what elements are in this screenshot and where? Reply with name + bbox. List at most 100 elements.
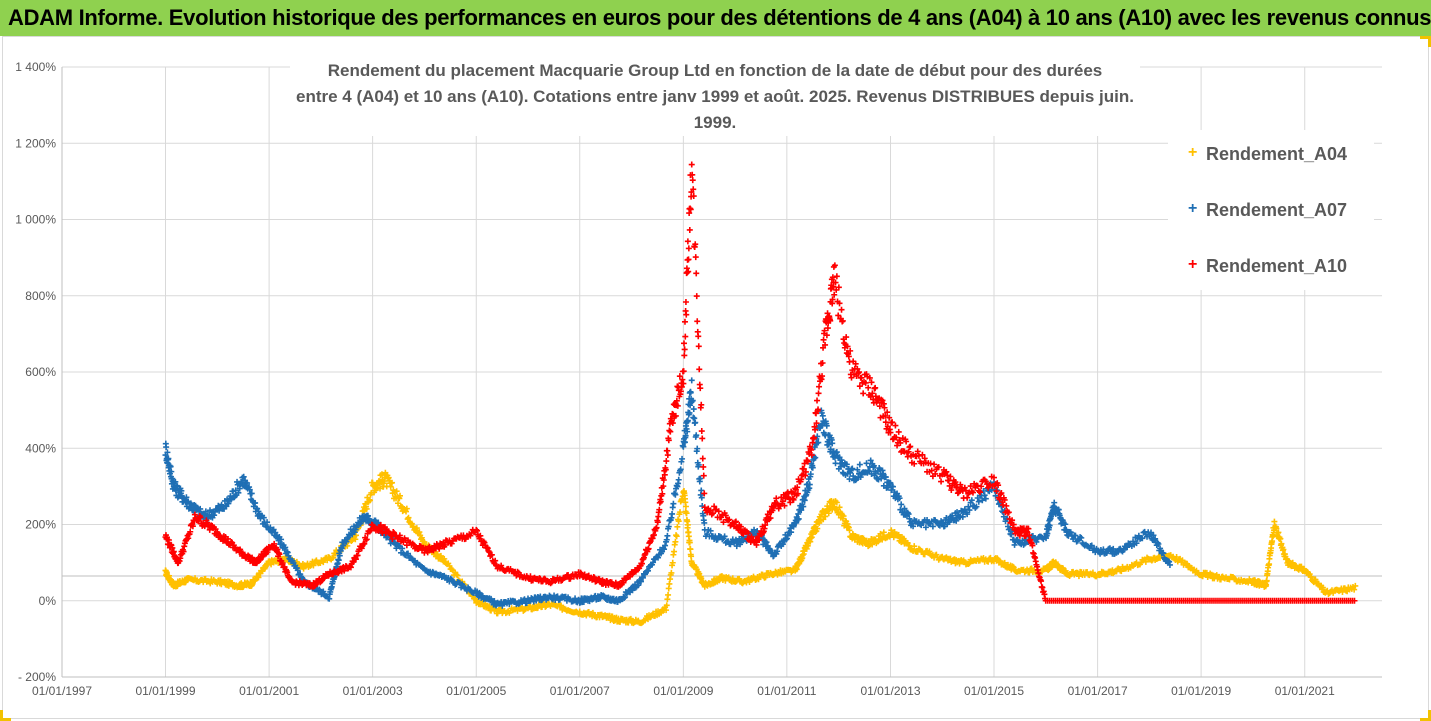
data-point	[165, 455, 172, 462]
data-point	[854, 466, 861, 473]
data-point	[839, 317, 846, 324]
data-point	[808, 452, 815, 459]
data-point	[514, 568, 521, 575]
data-point	[192, 575, 199, 582]
data-point	[225, 535, 232, 542]
data-point	[699, 455, 706, 462]
data-point	[846, 527, 853, 534]
data-point	[442, 541, 449, 548]
data-point	[1001, 559, 1008, 566]
data-point	[924, 516, 931, 523]
data-point	[418, 534, 425, 541]
data-point	[816, 383, 823, 390]
data-point	[189, 523, 196, 530]
data-point	[820, 336, 827, 343]
data-point	[1019, 537, 1026, 544]
data-point	[681, 318, 688, 325]
data-point	[701, 490, 708, 497]
data-point	[686, 226, 693, 233]
data-point	[973, 503, 980, 510]
data-point	[903, 438, 910, 445]
data-point	[1011, 541, 1018, 548]
data-point	[1308, 574, 1315, 581]
data-point	[660, 477, 667, 484]
data-point	[645, 567, 652, 574]
data-point	[664, 452, 671, 459]
data-point	[692, 419, 699, 426]
data-point	[829, 274, 836, 281]
data-point	[756, 537, 763, 544]
series-Rendement_A10	[162, 161, 1358, 604]
data-point	[1130, 538, 1137, 545]
data-point	[174, 483, 181, 490]
data-point	[856, 383, 863, 390]
data-point	[698, 428, 705, 435]
data-point	[1008, 531, 1015, 538]
data-point	[1001, 496, 1008, 503]
data-point	[202, 508, 209, 515]
data-point	[1275, 529, 1282, 536]
data-point	[681, 352, 688, 359]
data-point	[448, 566, 455, 573]
data-point	[686, 539, 693, 546]
data-point	[889, 483, 896, 490]
data-point	[697, 385, 704, 392]
data-point	[473, 526, 480, 533]
data-point	[788, 488, 795, 495]
data-point	[707, 527, 714, 534]
data-point	[932, 470, 939, 477]
data-point	[829, 440, 836, 447]
data-point	[1029, 542, 1036, 549]
data-point	[888, 527, 895, 534]
data-point	[178, 487, 185, 494]
data-point	[690, 193, 697, 200]
data-point	[270, 526, 277, 533]
data-point	[889, 419, 896, 426]
data-point	[968, 497, 975, 504]
data-point	[340, 542, 347, 549]
data-point	[896, 495, 903, 502]
data-point	[169, 544, 176, 551]
data-point	[1046, 522, 1053, 529]
data-point	[860, 390, 867, 397]
data-point	[884, 409, 891, 416]
data-point	[639, 574, 646, 581]
data-point	[336, 552, 343, 559]
data-point	[953, 517, 960, 524]
data-point	[783, 536, 790, 543]
y-tick-label: 800%	[25, 289, 56, 303]
y-tick-label: 1 000%	[15, 213, 56, 227]
data-point	[183, 494, 190, 501]
data-point	[990, 474, 997, 481]
data-point	[403, 505, 410, 512]
data-point	[815, 439, 822, 446]
data-point	[661, 471, 668, 478]
data-point	[737, 523, 744, 530]
data-point	[674, 402, 681, 409]
data-point	[964, 511, 971, 518]
data-point	[961, 506, 968, 513]
data-point	[664, 532, 671, 539]
data-point	[938, 478, 945, 485]
data-point	[695, 343, 702, 350]
data-point	[814, 433, 821, 440]
data-point	[684, 521, 691, 528]
data-point	[645, 545, 652, 552]
data-point	[775, 505, 782, 512]
data-point	[527, 573, 534, 580]
data-point	[876, 403, 883, 410]
data-point	[689, 171, 696, 178]
data-point	[868, 379, 875, 386]
data-point	[669, 510, 676, 517]
data-point	[453, 571, 460, 578]
data-point	[1009, 517, 1016, 524]
data-point	[886, 414, 893, 421]
data-point	[282, 544, 289, 551]
data-point	[1025, 525, 1032, 532]
data-point	[831, 291, 838, 298]
data-point	[320, 588, 327, 595]
data-point	[665, 523, 672, 530]
data-point	[679, 455, 686, 462]
data-point	[218, 501, 225, 508]
data-point	[187, 528, 194, 535]
